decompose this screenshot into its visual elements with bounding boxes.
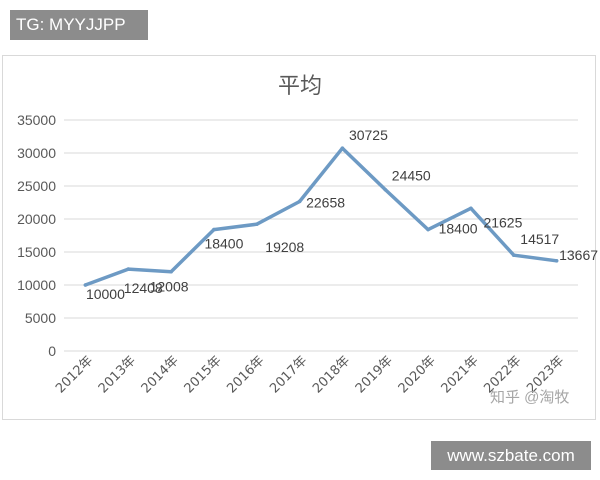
series-line bbox=[83, 146, 559, 287]
x-tick-label: 2021年 bbox=[439, 353, 482, 396]
data-point bbox=[511, 253, 516, 257]
data-point bbox=[469, 206, 473, 211]
data-label: 14517 bbox=[520, 231, 559, 247]
data-point bbox=[297, 199, 302, 204]
data-point bbox=[554, 258, 559, 263]
y-tick-label: 30000 bbox=[17, 145, 56, 161]
y-tick-label: 5000 bbox=[25, 310, 56, 326]
data-label: 18400 bbox=[439, 221, 478, 237]
data-point bbox=[83, 283, 88, 287]
x-tick-label: 2013年 bbox=[96, 353, 139, 396]
y-tick-label: 15000 bbox=[17, 244, 56, 260]
data-label: 10000 bbox=[86, 286, 125, 302]
data-point bbox=[212, 227, 216, 232]
data-point bbox=[126, 267, 131, 271]
x-tick-label: 2015年 bbox=[182, 353, 225, 396]
data-point bbox=[254, 222, 259, 227]
data-label: 21625 bbox=[483, 214, 522, 230]
y-tick-label: 25000 bbox=[17, 178, 56, 194]
data-point bbox=[340, 146, 345, 151]
data-point bbox=[169, 269, 173, 274]
x-tick-label: 2017年 bbox=[267, 353, 310, 396]
chart-title: 平均 bbox=[278, 74, 322, 99]
data-label: 12408 bbox=[124, 280, 163, 296]
data-label: 18400 bbox=[204, 236, 243, 252]
data-point bbox=[383, 187, 388, 192]
x-tick-label: 2018年 bbox=[310, 353, 353, 396]
x-tick-label: 2012年 bbox=[53, 353, 96, 396]
data-label: 19208 bbox=[265, 239, 304, 255]
x-tick-label: 2020年 bbox=[396, 353, 439, 396]
x-tick-label: 2014年 bbox=[139, 353, 182, 396]
x-tick-label: 2016年 bbox=[224, 353, 267, 396]
y-tick-label: 35000 bbox=[17, 112, 56, 128]
site-watermark: www.szbate.com bbox=[431, 441, 591, 470]
y-tick-label: 0 bbox=[48, 343, 56, 359]
top-tag-label: TG: MYYJJPP bbox=[10, 10, 148, 40]
data-label: 30725 bbox=[349, 127, 388, 143]
x-tick-label: 2019年 bbox=[353, 353, 396, 396]
zhihu-watermark: 知乎 @淘牧 bbox=[490, 389, 570, 406]
data-point bbox=[426, 227, 430, 232]
data-label: 22658 bbox=[306, 194, 345, 210]
chart-frame bbox=[2, 55, 596, 420]
y-tick-label: 20000 bbox=[17, 211, 56, 227]
data-label: 24450 bbox=[392, 168, 431, 184]
data-label: 13667 bbox=[559, 247, 598, 263]
y-tick-label: 10000 bbox=[17, 277, 56, 293]
data-label: 12008 bbox=[150, 279, 189, 295]
